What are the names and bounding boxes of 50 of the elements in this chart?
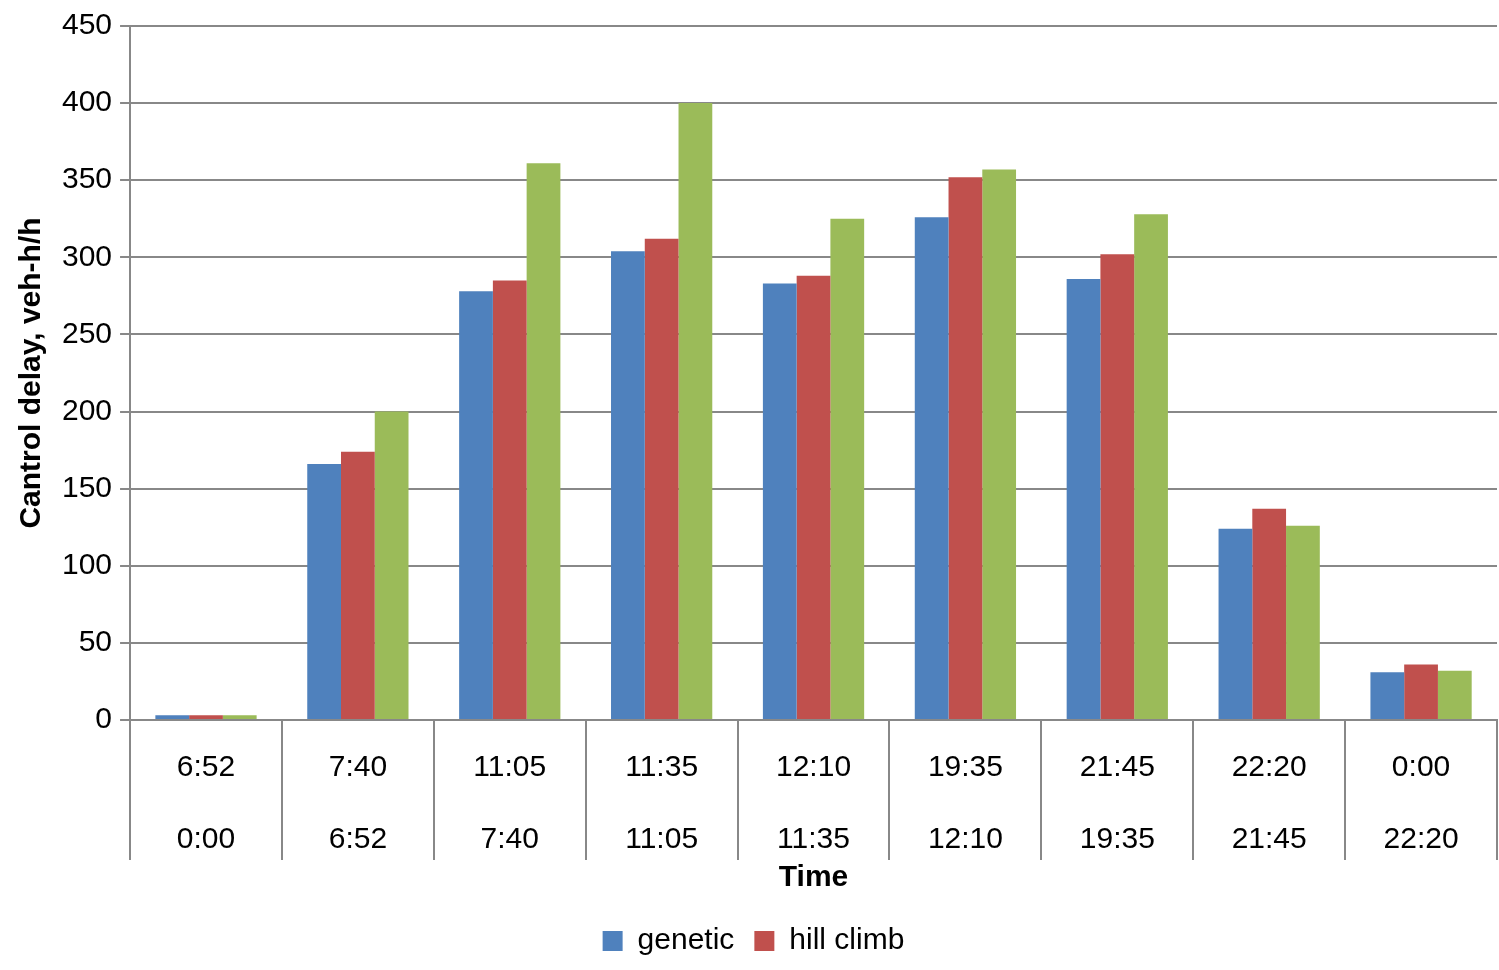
bar [678, 103, 713, 719]
bar [914, 217, 949, 719]
bar [830, 218, 865, 719]
bar [341, 451, 375, 719]
y-tick-label: 100 [61, 547, 113, 581]
y-tick-label: 150 [61, 469, 113, 503]
legend-label: hill climb [789, 922, 905, 956]
bar [1100, 254, 1135, 719]
bar [1370, 672, 1405, 719]
bar [1286, 525, 1320, 719]
bar [762, 283, 797, 719]
bar [1252, 508, 1287, 719]
bar [374, 411, 409, 719]
bar [1404, 664, 1438, 719]
bar [492, 280, 527, 719]
bar [1218, 528, 1253, 719]
x-axis-title: Time [778, 859, 849, 893]
bar [948, 177, 983, 719]
category-label: 19:35 12:10 [927, 749, 1003, 855]
category-label: 21:45 19:35 [1079, 749, 1155, 855]
category-label: 22:20 21:45 [1231, 749, 1307, 855]
bar [796, 275, 831, 719]
category-label: 12:10 11:35 [775, 749, 852, 855]
bar [307, 463, 341, 719]
y-tick-label: 450 [61, 7, 113, 41]
bar [155, 715, 190, 719]
y-tick-label: 0 [95, 701, 113, 735]
legend-label: genetic [637, 922, 735, 956]
bar [611, 251, 645, 719]
bar [189, 715, 223, 719]
bar [1066, 278, 1101, 719]
y-tick-label: 200 [61, 392, 113, 426]
y-axis-title: Cantrol delay, veh-h/h [13, 217, 47, 529]
y-tick-label: 50 [78, 624, 113, 658]
category-label: 6:52 0:00 [176, 749, 236, 855]
category-label: 11:05 7:40 [473, 749, 547, 855]
bar [1134, 214, 1168, 719]
bar [459, 291, 493, 719]
bar [222, 715, 257, 719]
bar [1437, 670, 1472, 719]
y-tick-label: 400 [61, 84, 113, 118]
category-label: 0:00 22:20 [1383, 749, 1459, 855]
bar [644, 238, 679, 719]
category-label: 11:35 11:05 [625, 749, 699, 855]
y-tick-label: 250 [61, 315, 113, 349]
bar [982, 169, 1017, 719]
bar [526, 163, 561, 719]
y-tick-label: 350 [61, 161, 113, 195]
category-label: 7:40 6:52 [328, 749, 388, 855]
y-tick-label: 300 [61, 238, 113, 272]
